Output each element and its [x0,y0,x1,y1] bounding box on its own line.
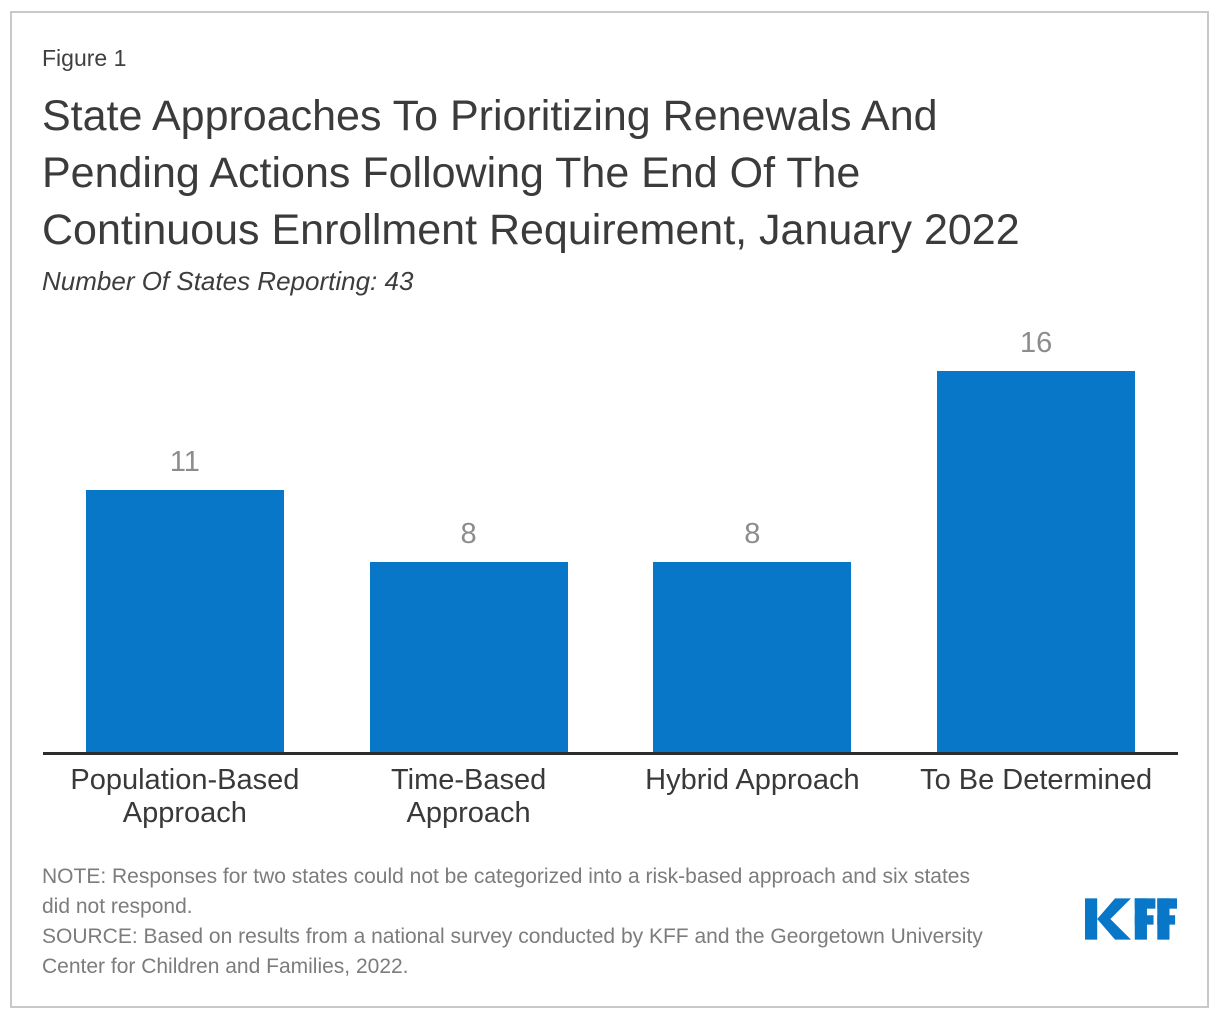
bar-value-label: 16 [1019,327,1053,359]
bar-value-label: 8 [460,518,477,550]
figure-number-label: Figure 1 [42,45,127,71]
bar-category-label: Time-Based Approach [390,764,547,829]
bar-population-based-approach [85,490,284,752]
bar-to-be-determined [937,371,1136,752]
bar-time-based-approach [369,562,568,752]
kff-logo-letters [1085,898,1177,940]
bar-value-label: 8 [744,518,761,550]
bar-category-label: Hybrid Approach [645,764,860,796]
chart-subtitle: Number Of States Reporting: 43 [42,266,414,296]
note-text: NOTE: Responses for two states could not… [42,865,970,918]
bar-category-label: Population-Based Approach [70,764,300,829]
bar-value-label: 11 [169,446,200,478]
chart-title: State Approaches To Prioritizing Renewal… [42,92,1020,254]
footer-notes: NOTE: Responses for two states could not… [42,862,1042,982]
x-axis-line [43,752,1178,755]
source-text: SOURCE: Based on results from a national… [42,925,983,978]
bar-category-label: To Be Determined [920,764,1153,796]
kff-logo [1085,898,1177,940]
bar-hybrid-approach [653,562,852,752]
